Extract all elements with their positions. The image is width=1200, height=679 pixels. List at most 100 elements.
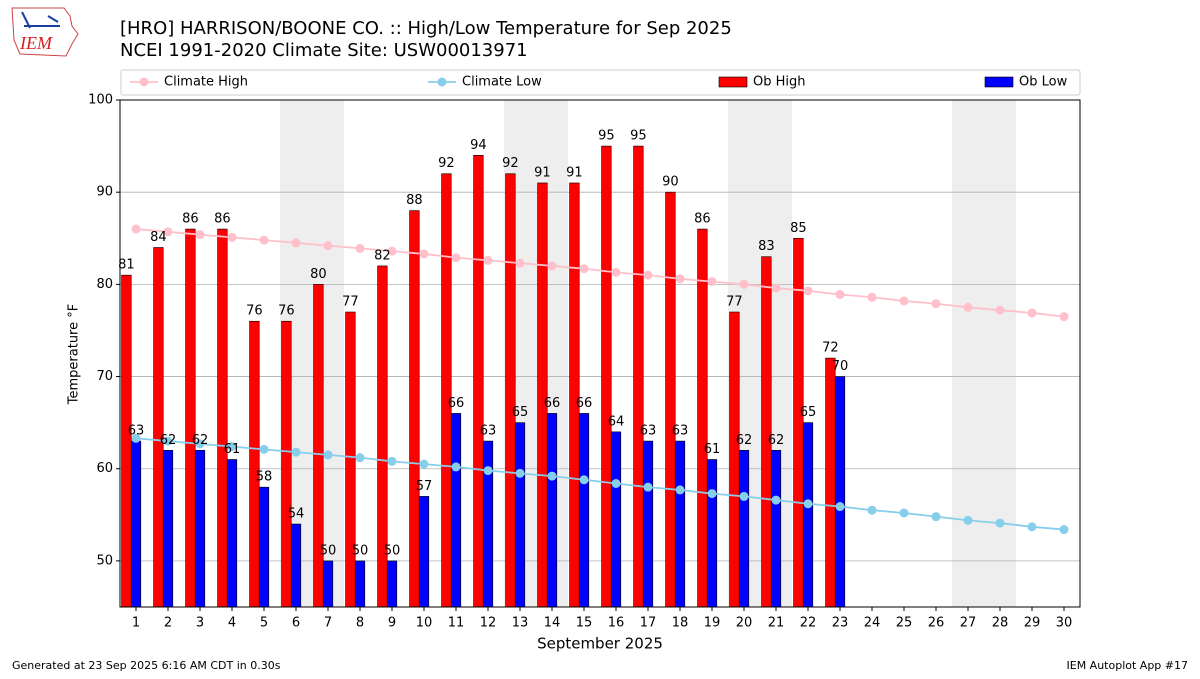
- value-label: 63: [480, 424, 497, 439]
- x-tick-label: 24: [864, 616, 881, 631]
- bar: [258, 486, 270, 608]
- x-tick-label: 12: [480, 616, 497, 631]
- bar: [578, 413, 590, 608]
- point: [579, 264, 589, 274]
- value-label: 50: [352, 543, 369, 558]
- point: [931, 512, 941, 522]
- value-label: 65: [512, 405, 529, 420]
- bar: [322, 560, 334, 608]
- x-tick-label: 26: [928, 616, 945, 631]
- point: [419, 249, 429, 259]
- value-label: 63: [640, 424, 657, 439]
- x-tick-label: 17: [640, 616, 657, 631]
- point: [963, 302, 973, 312]
- legend-swatch: [984, 76, 1014, 88]
- point: [387, 246, 397, 256]
- value-label: 66: [448, 396, 465, 411]
- value-label: 86: [694, 212, 711, 227]
- x-tick-label: 25: [896, 616, 913, 631]
- plot-area: [120, 99, 1080, 608]
- bar: [418, 496, 430, 608]
- x-tick-label: 10: [416, 616, 433, 631]
- point: [515, 468, 525, 478]
- x-tick-label: 28: [992, 616, 1009, 631]
- legend-label: Climate Low: [462, 75, 542, 90]
- x-tick-label: 30: [1056, 616, 1073, 631]
- x-tick-label: 14: [544, 616, 561, 631]
- bar: [802, 422, 814, 608]
- legend-marker: [139, 77, 149, 87]
- value-label: 76: [278, 304, 295, 319]
- x-axis-label: September 2025: [537, 635, 663, 653]
- x-tick-label: 4: [228, 616, 236, 631]
- x-tick-label: 19: [704, 616, 721, 631]
- bar: [770, 449, 782, 608]
- point: [931, 299, 941, 309]
- x-tick-label: 27: [960, 616, 977, 631]
- legend-marker: [437, 77, 447, 87]
- point: [1059, 525, 1069, 535]
- point: [483, 255, 493, 265]
- value-label: 66: [544, 396, 561, 411]
- legend-label: Ob High: [753, 75, 806, 90]
- bar: [450, 413, 462, 608]
- point: [163, 436, 173, 446]
- point: [259, 444, 269, 454]
- bar: [185, 228, 196, 608]
- value-label: 63: [672, 424, 689, 439]
- point: [195, 439, 205, 449]
- value-label: 62: [768, 433, 785, 448]
- point: [291, 238, 301, 248]
- point: [579, 475, 589, 485]
- value-label: 86: [214, 212, 231, 227]
- point: [771, 495, 781, 505]
- bar: [130, 440, 142, 608]
- bar: [482, 440, 494, 608]
- value-label: 86: [182, 212, 199, 227]
- point: [739, 279, 749, 289]
- point: [195, 230, 205, 240]
- bar: [729, 311, 740, 608]
- value-label: 91: [534, 165, 551, 180]
- x-tick-label: 15: [576, 616, 593, 631]
- bar: [153, 247, 164, 608]
- point: [291, 447, 301, 457]
- y-axis-label: Temperature °F: [67, 304, 82, 405]
- y-tick-label: 80: [96, 277, 113, 292]
- value-label: 81: [118, 258, 135, 273]
- point: [707, 277, 717, 287]
- point: [995, 305, 1005, 315]
- point: [355, 453, 365, 463]
- point: [739, 491, 749, 501]
- point: [611, 478, 621, 488]
- legend-box: [120, 69, 1081, 96]
- bar: [217, 228, 228, 608]
- value-label: 64: [608, 414, 625, 429]
- point: [451, 253, 461, 263]
- value-label: 57: [416, 479, 433, 494]
- x-tick-label: 5: [260, 616, 268, 631]
- point: [675, 485, 685, 495]
- bar: [162, 449, 174, 608]
- value-label: 77: [726, 295, 743, 310]
- bar: [834, 376, 846, 608]
- value-label: 72: [822, 341, 839, 356]
- point: [803, 286, 813, 296]
- x-tick-label: 16: [608, 616, 625, 631]
- bar: [825, 357, 836, 608]
- chart-title: [HRO] HARRISON/BOONE CO. :: High/Low Tem…: [120, 18, 732, 39]
- value-label: 90: [662, 175, 679, 190]
- bar: [345, 311, 356, 608]
- point: [835, 290, 845, 300]
- value-label: 92: [502, 156, 519, 171]
- point: [867, 292, 877, 302]
- bar: [121, 274, 132, 608]
- bar: [441, 173, 452, 608]
- y-tick-label: 90: [96, 185, 113, 200]
- x-tick-label: 1: [132, 616, 140, 631]
- legend-swatch: [718, 76, 748, 88]
- value-label: 62: [160, 433, 177, 448]
- point: [515, 258, 525, 268]
- bar: [290, 523, 302, 608]
